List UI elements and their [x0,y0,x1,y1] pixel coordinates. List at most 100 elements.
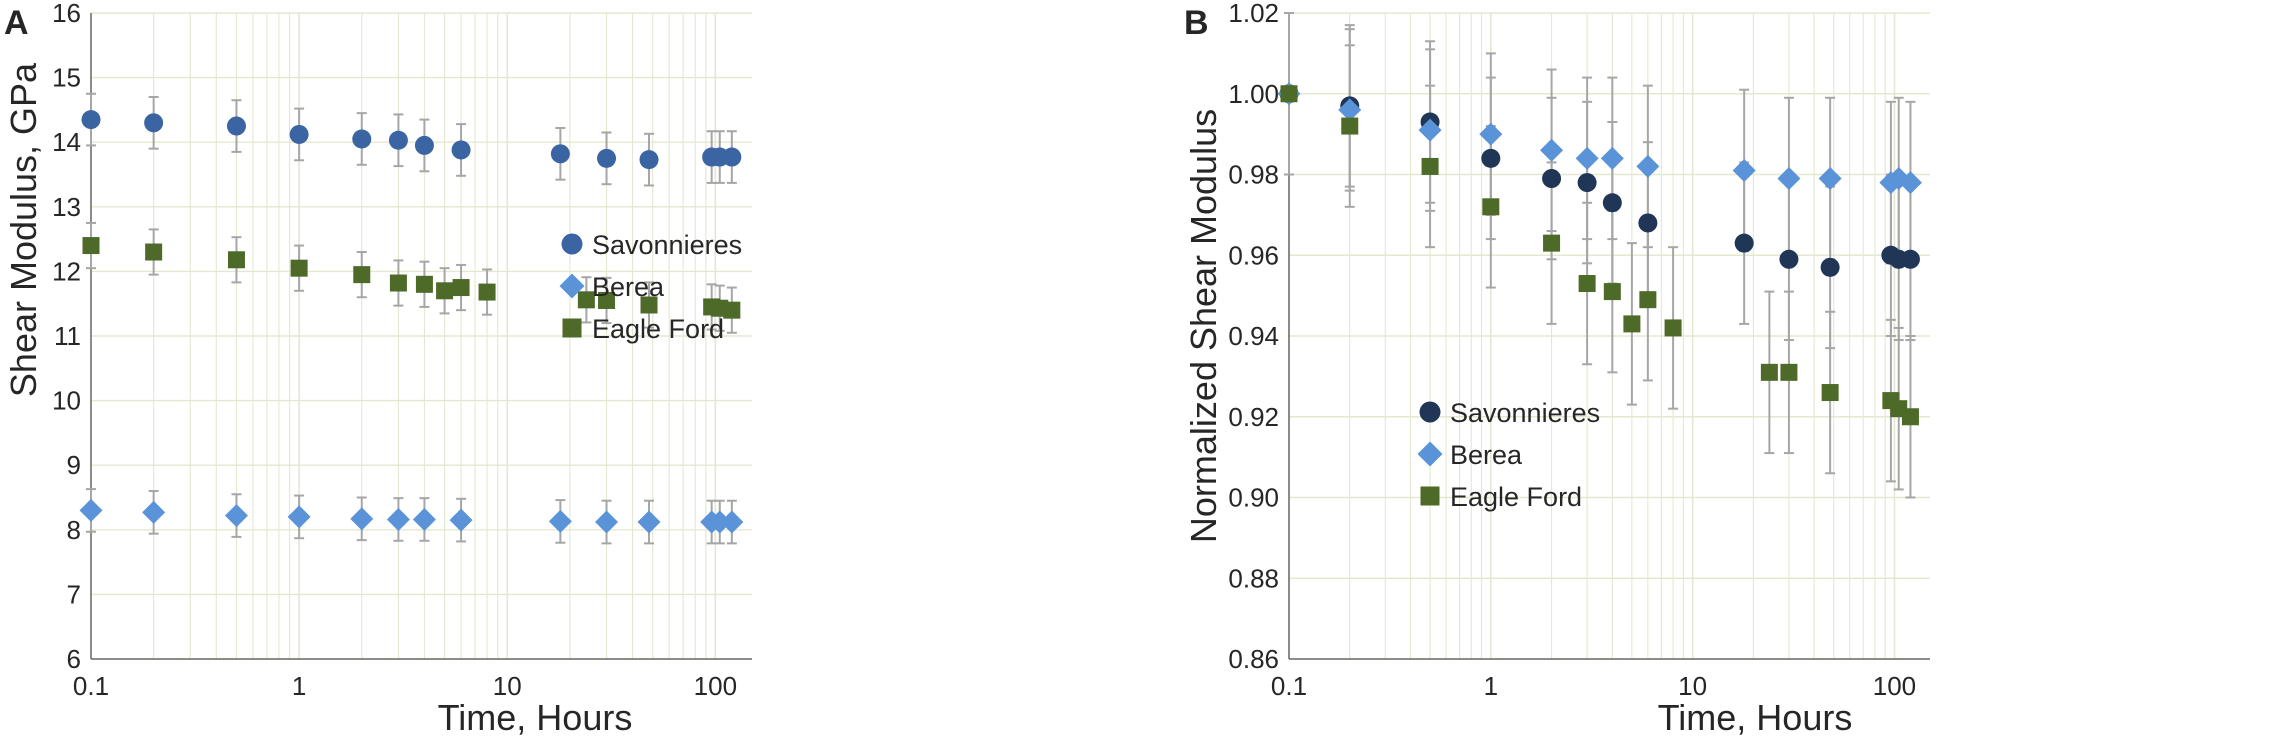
legend-label-eagle-ford: Eagle Ford [1450,482,1582,512]
point-berea [1818,167,1842,191]
point-eagle-ford [640,296,658,314]
point-eagle-ford [1280,85,1298,103]
panel-b-xlabel: Time, Hours [1658,697,1853,738]
point-eagle-ford [227,251,245,269]
panel-a-ytick-label: 8 [67,515,81,545]
panel-b-ytick-label: 0.98 [1228,160,1279,190]
panel-b-xtick-label: 10 [1678,671,1707,701]
panel-a-xtick-label: 0.1 [73,671,109,701]
panel-b-grid [1288,12,1930,660]
panel-b-ytick-label: 0.94 [1228,321,1279,351]
point-savonnieres [722,147,742,167]
point-eagle-ford [389,274,407,292]
panel-a-xtick-label: 10 [493,671,522,701]
point-savonnieres [1542,169,1562,189]
point-savonnieres [81,110,101,130]
point-eagle-ford [1760,363,1778,381]
legend-marker-savonnieres [1419,401,1441,423]
legend-item-eagle-ford: Eagle Ford [562,314,724,344]
panel-a-xlabel: Time, Hours [438,697,633,738]
point-eagle-ford [723,301,741,319]
point-eagle-ford [1341,117,1359,135]
point-eagle-ford [1639,291,1657,309]
legend-marker-berea [559,273,585,299]
point-savonnieres [1577,173,1597,193]
point-berea [386,507,410,531]
panel-b-xtick-label: 0.1 [1271,671,1307,701]
legend-label-eagle-ford: Eagle Ford [592,314,724,344]
point-savonnieres [1820,257,1840,277]
panel-a-ytick-label: 9 [67,450,81,480]
point-eagle-ford [1603,283,1621,301]
point-savonnieres [550,144,570,164]
point-berea [720,510,744,534]
point-eagle-ford [1421,157,1439,175]
panel-a-xtick-label: 100 [694,671,737,701]
panel-b-markers [1277,82,1922,426]
point-berea [1732,158,1756,182]
panel-a-ytick-label: 7 [67,579,81,609]
point-berea [1898,171,1922,195]
point-eagle-ford [478,283,496,301]
panel-a-ytick-label: 15 [52,63,81,93]
point-savonnieres [1779,249,1799,269]
point-berea [1600,146,1624,170]
panel-b-ytick-label: 1.02 [1228,0,1279,28]
legend-item-eagle-ford: Eagle Ford [1420,482,1582,512]
legend-marker-savonnieres [561,233,583,255]
point-berea [142,500,166,524]
panel-a-ytick-label: 12 [52,256,81,286]
point-eagle-ford [577,291,595,309]
point-berea [1575,146,1599,170]
point-eagle-ford [452,279,470,297]
point-berea [449,508,473,532]
panel-a-ytick-label: 6 [67,644,81,674]
point-eagle-ford [1901,408,1919,426]
panel-b-ytick-labels: 0.86 0.88 0.90 0.92 0.94 0.96 0.98 1.00 1.02 [1228,0,1279,674]
legend-label-berea: Berea [1450,440,1523,470]
point-eagle-ford [415,275,433,293]
point-berea [595,510,619,534]
point-berea [287,505,311,529]
legend-item-savonnieres: Savonnieres [1419,398,1600,428]
panel-b-ylabel: Normalized Shear Modulus [1183,109,1224,543]
legend-item-savonnieres: Savonnieres [561,230,742,260]
point-berea [412,507,436,531]
panel-b-ytick-label: 1.00 [1228,79,1279,109]
panel-b-ytick-label: 0.86 [1228,644,1279,674]
point-eagle-ford [436,282,454,300]
panel-a-ytick-labels: 6 7 8 9 10 11 12 13 14 15 16 [52,0,81,674]
legend-item-berea: Berea [559,272,665,302]
legend-label-savonnieres: Savonnieres [592,230,742,260]
point-berea [1777,167,1801,191]
point-berea [708,510,732,534]
point-savonnieres [414,135,434,155]
panel-b-ytick-label: 0.96 [1228,240,1279,270]
legend-marker-eagle-ford [1420,486,1440,506]
point-berea [350,507,374,531]
point-berea [1479,122,1503,146]
panel-b-xtick-label: 1 [1484,671,1498,701]
panel-b-xtick-labels: 0.1 1 10 100 [1271,671,1916,701]
panel-b-ytick-label: 0.92 [1228,402,1279,432]
panel-a-markers [79,110,744,534]
point-eagle-ford [1623,315,1641,333]
point-eagle-ford [82,237,100,255]
legend-marker-berea [1417,441,1443,467]
point-savonnieres [1481,148,1501,168]
panel-a-letter: A [4,4,29,42]
point-berea [548,509,572,533]
point-berea [79,498,103,522]
point-eagle-ford [290,259,308,277]
point-savonnieres [388,130,408,150]
panel-a-ytick-label: 11 [54,321,81,351]
legend-label-savonnieres: Savonnieres [1450,398,1600,428]
panel-a-ylabel: Shear Modulus, GPa [3,62,44,397]
legend-label-berea: Berea [592,272,665,302]
point-eagle-ford [353,266,371,284]
point-eagle-ford [1664,319,1682,337]
point-eagle-ford [1543,234,1561,252]
point-berea [1418,118,1442,142]
panel-a-xtick-label: 1 [292,671,306,701]
